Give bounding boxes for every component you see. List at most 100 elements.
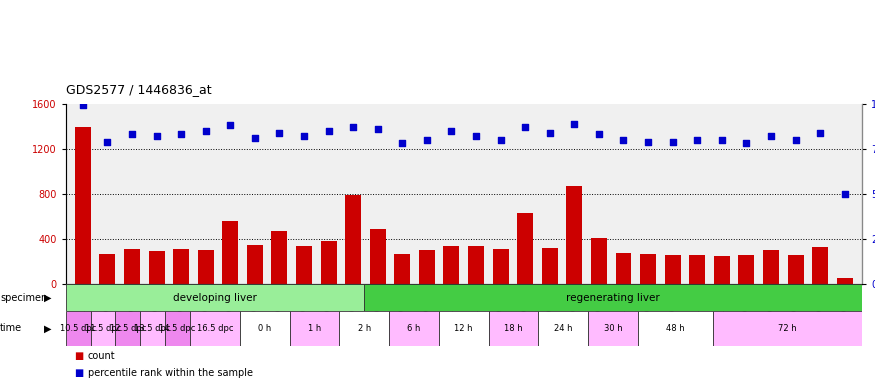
Bar — [100, 254, 116, 284]
Point — [764, 133, 778, 139]
Point — [174, 131, 188, 137]
Text: GDS2577 / 1446836_at: GDS2577 / 1446836_at — [66, 83, 211, 96]
Bar — [340, 311, 389, 346]
Point — [420, 137, 434, 143]
Text: ■: ■ — [74, 351, 84, 361]
Bar — [591, 238, 607, 284]
Text: regenerating liver: regenerating liver — [566, 293, 660, 303]
Text: count: count — [88, 351, 116, 361]
Bar — [615, 253, 632, 284]
Bar — [190, 311, 240, 346]
Text: 1 h: 1 h — [308, 324, 321, 333]
Point — [493, 137, 507, 143]
Text: percentile rank within the sample: percentile rank within the sample — [88, 368, 253, 378]
Point — [617, 137, 631, 143]
Text: ▶: ▶ — [45, 323, 52, 333]
Point — [199, 127, 213, 134]
Text: 2 h: 2 h — [358, 324, 371, 333]
Point — [297, 133, 311, 139]
Bar — [66, 311, 90, 346]
Bar — [638, 311, 712, 346]
Point — [813, 129, 827, 136]
Bar — [738, 255, 754, 284]
Text: ▶: ▶ — [45, 293, 52, 303]
Bar — [247, 245, 262, 284]
Bar — [488, 311, 538, 346]
Point — [518, 124, 532, 130]
Point — [150, 133, 164, 139]
Bar — [165, 311, 190, 346]
Bar — [140, 311, 165, 346]
Point — [223, 122, 237, 128]
Bar — [714, 256, 730, 284]
Point — [739, 140, 753, 146]
Bar — [665, 255, 681, 284]
Point — [837, 191, 851, 197]
Text: 24 h: 24 h — [554, 324, 572, 333]
Bar — [468, 246, 484, 284]
Text: 6 h: 6 h — [407, 324, 421, 333]
Bar — [444, 246, 459, 284]
Bar — [66, 284, 364, 311]
Bar — [836, 278, 852, 284]
Bar — [419, 250, 435, 284]
Bar — [370, 229, 386, 284]
Text: time: time — [0, 323, 22, 333]
Text: 10.5 dpc: 10.5 dpc — [60, 324, 96, 333]
Bar — [364, 284, 862, 311]
Point — [567, 121, 581, 127]
Point — [346, 124, 360, 130]
Point — [101, 139, 115, 145]
Bar — [493, 248, 508, 284]
Bar — [173, 249, 189, 284]
Text: 12 h: 12 h — [454, 324, 473, 333]
Bar — [812, 247, 828, 284]
Point — [715, 137, 729, 143]
Text: 14.5 dpc: 14.5 dpc — [159, 324, 196, 333]
Bar — [640, 254, 656, 284]
Text: 11.5 dpc: 11.5 dpc — [85, 324, 121, 333]
Bar — [124, 249, 140, 284]
Bar — [763, 250, 779, 284]
Bar — [320, 241, 337, 284]
Bar — [712, 311, 862, 346]
Bar — [90, 311, 116, 346]
Point — [666, 139, 680, 145]
Bar — [116, 311, 140, 346]
Bar — [517, 212, 533, 284]
Point — [690, 137, 704, 143]
Bar — [149, 252, 164, 284]
Text: 13.5 dpc: 13.5 dpc — [135, 324, 171, 333]
Point — [444, 127, 458, 134]
Bar — [271, 231, 287, 284]
Point — [396, 140, 410, 146]
Text: specimen: specimen — [0, 293, 47, 303]
Bar — [198, 250, 214, 284]
Text: 72 h: 72 h — [778, 324, 796, 333]
Point — [469, 133, 483, 139]
Bar — [538, 311, 588, 346]
Bar — [222, 221, 238, 284]
Bar — [296, 246, 312, 284]
Bar — [690, 255, 705, 284]
Text: developing liver: developing liver — [173, 293, 257, 303]
Bar — [788, 255, 803, 284]
Point — [592, 131, 605, 137]
Point — [322, 127, 336, 134]
Point — [125, 131, 139, 137]
Text: 16.5 dpc: 16.5 dpc — [197, 324, 233, 333]
Text: 30 h: 30 h — [604, 324, 622, 333]
Bar — [395, 254, 410, 284]
Text: 0 h: 0 h — [258, 324, 271, 333]
Point — [272, 129, 286, 136]
Text: ■: ■ — [74, 368, 84, 378]
Bar — [439, 311, 488, 346]
Bar — [345, 195, 361, 284]
Point — [371, 126, 385, 132]
Point — [641, 139, 655, 145]
Bar — [566, 186, 583, 284]
Point — [76, 103, 90, 109]
Bar — [542, 248, 557, 284]
Bar — [75, 127, 91, 284]
Bar — [389, 311, 439, 346]
